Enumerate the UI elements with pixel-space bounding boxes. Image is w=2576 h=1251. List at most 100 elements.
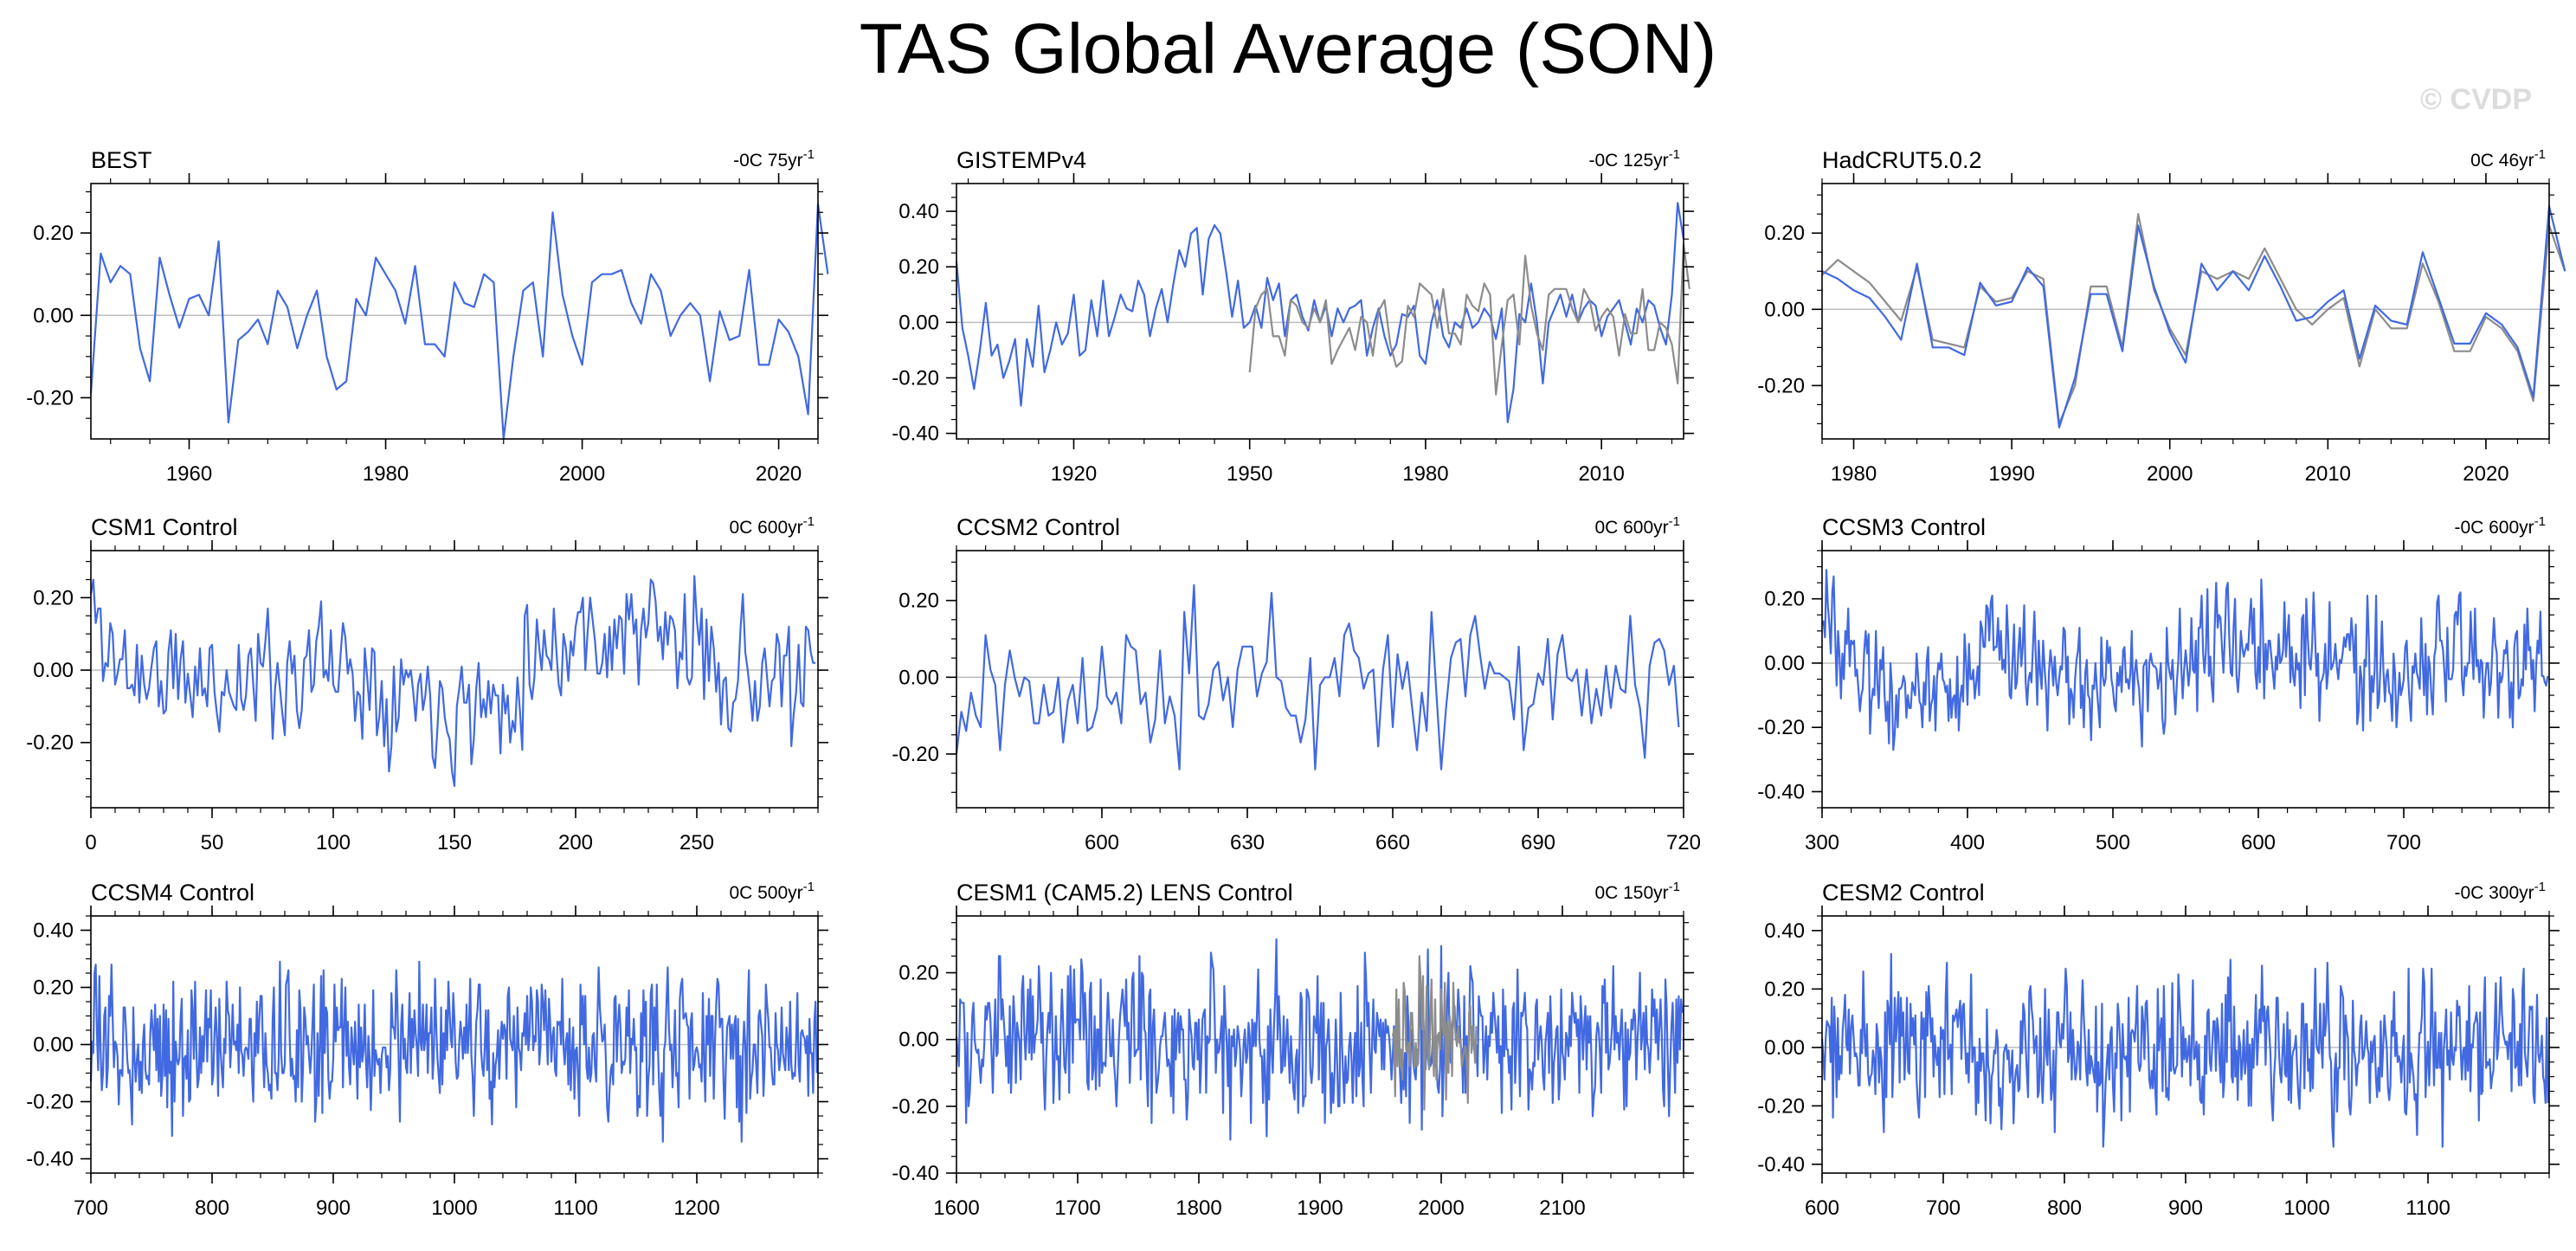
chart-panel-7: CCSM4 Control 0C 500yr-1 -0.40 -0.20 0.00 0.2… <box>26 880 828 1220</box>
trend-value: -0C 75yr <box>733 151 803 171</box>
x-tick-label: 200 <box>558 831 593 854</box>
x-tick-label: 1920 <box>1051 462 1097 486</box>
x-tick-label: 2010 <box>1578 462 1624 486</box>
x-tick-label: 600 <box>1085 831 1119 854</box>
panel-title: BEST <box>91 147 152 173</box>
trend-value: -0C 600yr <box>2454 518 2534 538</box>
trend-exponent: -1 <box>803 514 815 529</box>
y-tick-label: 0.00 <box>1764 1036 1805 1060</box>
figure-title: TAS Global Average (SON) <box>860 10 1717 88</box>
y-tick-label: 0.20 <box>898 255 939 279</box>
x-tick-label: 300 <box>1805 831 1839 854</box>
y-tick-label: 0.00 <box>1764 298 1805 321</box>
trend-exponent: -1 <box>2534 880 2546 894</box>
trend-exponent: -1 <box>1669 880 1680 894</box>
x-tick-label: 690 <box>1521 831 1555 854</box>
panel-title: CSM1 Control <box>91 514 238 540</box>
x-tick-label: 1980 <box>1402 462 1448 486</box>
x-tick-label: 800 <box>2047 1196 2082 1220</box>
panel-title: CCSM2 Control <box>956 514 1120 540</box>
x-tick-label: 630 <box>1230 831 1265 854</box>
chart-panel-1: BEST -0C 75yr-1 -0.20 0.00 0.20 1960 1980 2000 2… <box>26 147 829 486</box>
y-tick-label: 0.00 <box>1764 652 1805 675</box>
x-tick-label: 700 <box>1926 1196 1961 1220</box>
trend-value: 0C 46yr <box>2470 151 2534 171</box>
trend-value: -0C 300yr <box>2454 883 2534 903</box>
chart-panel-8: CESM1 (CAM5.2) LENS Control 0C 150yr-1 -0.… <box>892 880 1694 1220</box>
trend-exponent: -1 <box>803 880 815 894</box>
plot-frame <box>956 183 1684 440</box>
x-tick-label: 2020 <box>2463 462 2508 486</box>
y-tick-label: 0.00 <box>898 666 939 689</box>
y-tick-label: -0.20 <box>892 366 939 390</box>
x-tick-label: 100 <box>316 831 351 854</box>
y-tick-label: 0.20 <box>1764 588 1805 611</box>
chart-panel-4: CSM1 Control 0C 600yr-1 -0.20 0.00 0.20 0 50 10… <box>26 514 828 854</box>
cvdp-watermark: © CVDP <box>2420 83 2532 116</box>
y-tick-label: -0.40 <box>26 1148 74 1171</box>
trend-label: 0C 600yr-1 <box>1594 514 1680 538</box>
trend-value: 0C 500yr <box>729 883 802 903</box>
plot-frame <box>90 183 819 440</box>
y-tick-label: 0.40 <box>33 919 74 943</box>
x-tick-label: 900 <box>316 1196 351 1220</box>
y-tick-label: -0.20 <box>892 743 939 766</box>
trend-value: 0C 600yr <box>1594 518 1668 538</box>
x-tick-label: 2020 <box>756 462 802 486</box>
x-tick-label: 660 <box>1375 831 1410 854</box>
y-tick-label: 0.20 <box>1764 222 1805 245</box>
x-tick-label: 600 <box>1805 1196 1839 1220</box>
plot-frame <box>956 550 1684 809</box>
y-tick-label: 0.00 <box>33 659 74 682</box>
trend-label: 0C 150yr-1 <box>1594 880 1680 903</box>
x-tick-label: 1600 <box>933 1196 979 1220</box>
series-line-1 <box>1820 952 2549 1148</box>
x-tick-label: 1100 <box>2405 1196 2450 1220</box>
y-tick-label: -0.40 <box>892 422 939 446</box>
series-line-2 <box>1391 955 1478 1111</box>
x-tick-label: 700 <box>74 1196 108 1220</box>
trend-label: 0C 600yr-1 <box>729 514 815 538</box>
x-tick-label: 1980 <box>363 462 409 486</box>
series-line-1 <box>955 584 1680 771</box>
trend-value: 0C 150yr <box>1594 883 1668 903</box>
y-tick-label: 0.40 <box>898 200 939 223</box>
trend-exponent: -1 <box>1669 514 1680 529</box>
y-tick-label: 0.00 <box>33 1034 74 1057</box>
y-tick-label: -0.20 <box>26 386 74 409</box>
chart-panel-9: CESM2 Control -0C 300yr-1 -0.40 -0.20 0.00 0.… <box>1757 880 2560 1220</box>
series-line-1 <box>1821 569 2549 751</box>
chart-panel-5: CCSM2 Control 0C 600yr-1 -0.20 0.00 0.20 600 6… <box>892 514 1701 854</box>
x-tick-label: 400 <box>1950 831 1985 854</box>
x-tick-label: 1960 <box>166 462 212 486</box>
chart-panel-2: GISTEMPv4 -0C 125yr-1 -0.40 -0.20 0.00 0.20 0.… <box>892 147 1694 486</box>
y-tick-label: -0.20 <box>1757 716 1805 739</box>
x-tick-label: 700 <box>2386 831 2421 854</box>
trend-label: 0C 46yr-1 <box>2470 147 2546 171</box>
x-tick-label: 900 <box>2168 1196 2203 1220</box>
x-tick-label: 1000 <box>431 1196 477 1220</box>
panel-title: GISTEMPv4 <box>956 147 1086 173</box>
x-tick-label: 500 <box>2096 831 2130 854</box>
trend-label: -0C 600yr-1 <box>2454 514 2546 538</box>
panel-title: CCSM4 Control <box>91 880 254 906</box>
y-tick-label: -0.40 <box>1757 780 1805 803</box>
series-line-1 <box>955 938 1684 1141</box>
x-tick-label: 250 <box>679 831 714 854</box>
panel-title: CESM2 Control <box>1822 880 1985 906</box>
x-tick-label: 2000 <box>559 462 605 486</box>
y-tick-label: 0.20 <box>898 590 939 613</box>
series-line-2 <box>1821 205 2566 429</box>
y-tick-label: -0.20 <box>1757 1094 1805 1118</box>
series-line-2 <box>1248 243 1690 396</box>
x-tick-label: 1980 <box>1831 462 1877 486</box>
trend-exponent: -1 <box>803 147 815 162</box>
y-tick-label: 0.20 <box>1764 977 1805 1001</box>
y-tick-label: -0.40 <box>892 1162 939 1185</box>
plot-frame <box>1821 550 2550 809</box>
series-line-1 <box>89 960 818 1143</box>
y-tick-label: -0.20 <box>26 732 74 755</box>
x-tick-label: 2000 <box>2147 462 2193 486</box>
x-tick-label: 800 <box>195 1196 229 1220</box>
